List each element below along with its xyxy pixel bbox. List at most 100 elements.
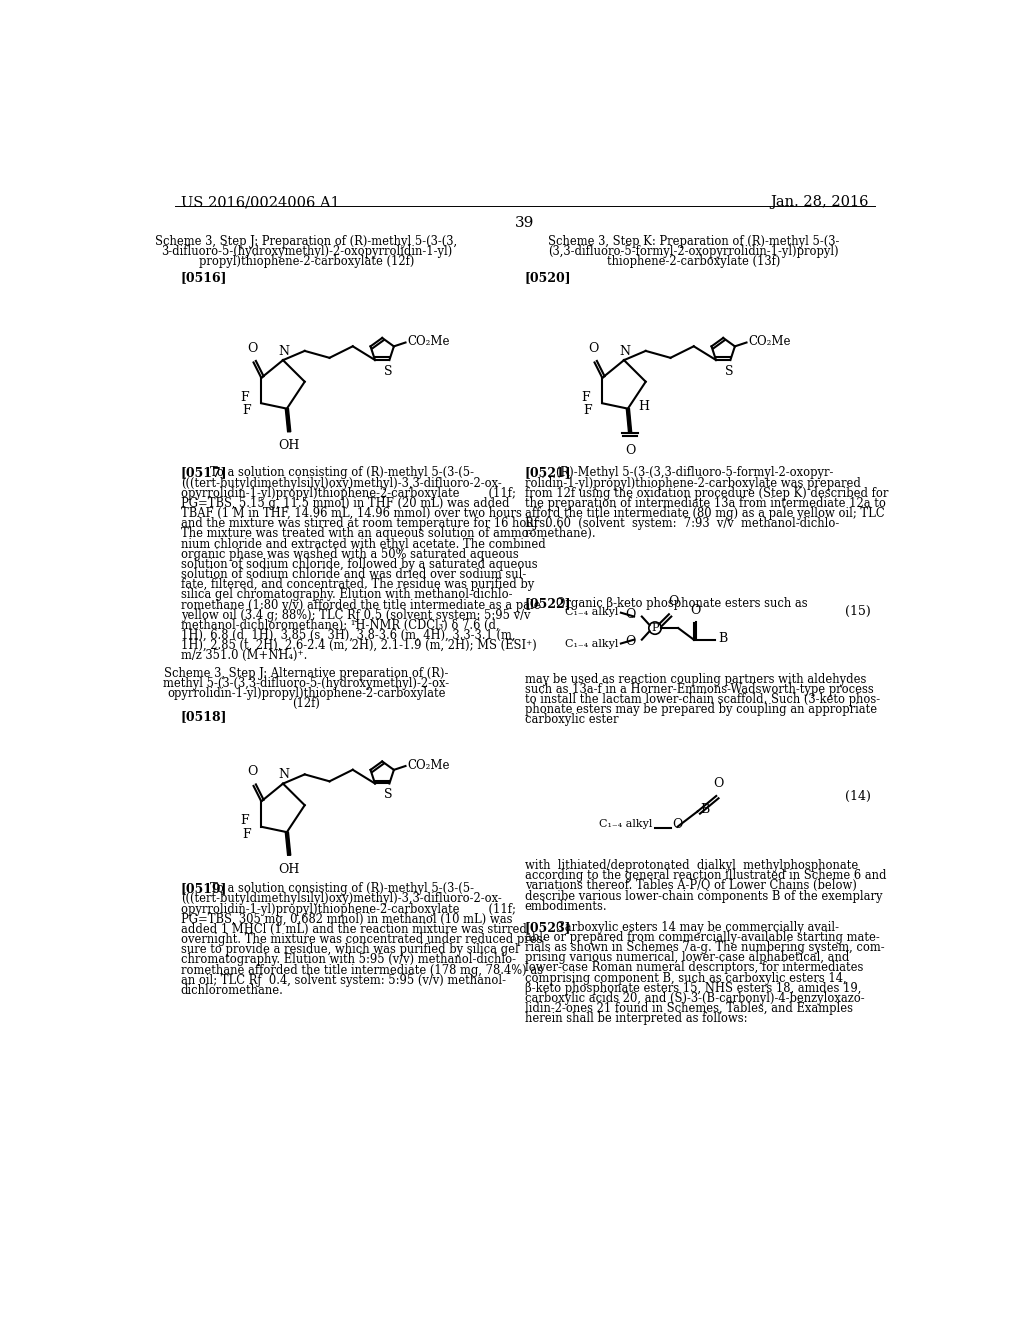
Text: F: F xyxy=(583,404,592,417)
Text: O: O xyxy=(626,635,636,648)
Polygon shape xyxy=(286,832,291,855)
Text: B: B xyxy=(700,804,710,816)
Text: F: F xyxy=(242,404,251,417)
Text: describe various lower-chain components B of the exemplary: describe various lower-chain components … xyxy=(524,890,883,903)
Text: CO₂Me: CO₂Me xyxy=(408,759,450,772)
Text: Rƒ  0.60  (solvent  system:  7:93  v/v  methanol-dichlo-: Rƒ 0.60 (solvent system: 7:93 v/v methan… xyxy=(524,517,839,531)
Text: Scheme 3, Step J: Preparation of (R)-methyl 5-(3-(3,: Scheme 3, Step J: Preparation of (R)-met… xyxy=(156,235,458,248)
Text: to install the lactam lower-chain scaffold. Such (3-keto phos-: to install the lactam lower-chain scaffo… xyxy=(524,693,880,706)
Text: N: N xyxy=(279,345,289,358)
Text: lidin-2-ones 21 found in Schemes, Tables, and Examples: lidin-2-ones 21 found in Schemes, Tables… xyxy=(524,1002,853,1015)
Text: S: S xyxy=(384,364,392,378)
Text: O: O xyxy=(248,342,258,355)
Polygon shape xyxy=(286,409,291,432)
Text: dichloromethane.: dichloromethane. xyxy=(180,983,284,997)
Text: the preparation of intermediate 13a from intermediate 12a to: the preparation of intermediate 13a from… xyxy=(524,496,886,510)
Text: PG=TBS, 5.15 g, 11.5 mmol) in THF (20 mL) was added: PG=TBS, 5.15 g, 11.5 mmol) in THF (20 mL… xyxy=(180,496,509,510)
Text: rolidin-1-yl)propyl)thiophene-2-carboxylate was prepared: rolidin-1-yl)propyl)thiophene-2-carboxyl… xyxy=(524,477,861,490)
Text: O: O xyxy=(690,603,700,616)
Text: according to the general reaction illustrated in Scheme 6 and: according to the general reaction illust… xyxy=(524,870,887,882)
Polygon shape xyxy=(627,409,632,433)
Text: solution of sodium chloride and was dried over sodium sul-: solution of sodium chloride and was drie… xyxy=(180,568,526,581)
Text: O: O xyxy=(672,818,682,832)
Text: romethane afforded the title intermediate (178 mg, 78.4%) as: romethane afforded the title intermediat… xyxy=(180,964,543,977)
Text: US 2016/0024006 A1: US 2016/0024006 A1 xyxy=(180,195,339,210)
Text: 1H), 6.8 (d, 1H), 3.85 (s, 3H), 3.8-3.6 (m, 4H), 3.3-3.1 (m,: 1H), 6.8 (d, 1H), 3.85 (s, 3H), 3.8-3.6 … xyxy=(180,630,515,642)
Text: O: O xyxy=(625,444,635,457)
Text: afford the title intermediate (80 mg) as a pale yellow oil; TLC: afford the title intermediate (80 mg) as… xyxy=(524,507,885,520)
Text: N: N xyxy=(620,345,631,358)
Text: with  lithiated/deprotonated  dialkyl  methylphosphonate: with lithiated/deprotonated dialkyl meth… xyxy=(524,859,858,873)
Text: from 12f using the oxidation procedure (Step K) described for: from 12f using the oxidation procedure (… xyxy=(524,487,888,500)
Text: F: F xyxy=(241,814,249,828)
Text: N: N xyxy=(279,768,289,781)
Text: (12f): (12f) xyxy=(292,697,321,710)
Text: chromatography. Elution with 5:95 (v/v) methanol-dichlo-: chromatography. Elution with 5:95 (v/v) … xyxy=(180,953,516,966)
Text: overnight. The mixture was concentrated under reduced pres-: overnight. The mixture was concentrated … xyxy=(180,933,546,946)
Text: such as 13a-f in a Horner-Emmons-Wadsworth-type process: such as 13a-f in a Horner-Emmons-Wadswor… xyxy=(524,682,873,696)
Text: able or prepared from commercially-available starting mate-: able or prepared from commercially-avail… xyxy=(524,931,880,944)
Text: may be used as reaction coupling partners with aldehydes: may be used as reaction coupling partner… xyxy=(524,673,866,686)
Text: 1H), 2.85 (t, 2H), 2.6-2.4 (m, 2H), 2.1-1.9 (m, 2H); MS (ESI⁺): 1H), 2.85 (t, 2H), 2.6-2.4 (m, 2H), 2.1-… xyxy=(180,639,537,652)
Text: CO₂Me: CO₂Me xyxy=(408,335,450,348)
Text: B: B xyxy=(719,632,728,645)
Text: (3,3-difluoro-5-formyl-2-oxopyrrolidin-1-yl)propyl): (3,3-difluoro-5-formyl-2-oxopyrrolidin-1… xyxy=(549,246,839,259)
Text: 39: 39 xyxy=(515,216,535,230)
Text: and the mixture was stirred at room temperature for 16 hours.: and the mixture was stirred at room temp… xyxy=(180,517,549,531)
Text: an oil; TLC Rƒ  0.4, solvent system: 5:95 (v/v) methanol-: an oil; TLC Rƒ 0.4, solvent system: 5:95… xyxy=(180,974,506,986)
Text: OH: OH xyxy=(279,863,300,876)
Text: yellow oil (3.4 g; 88%); TLC Rƒ 0.5 (solvent system: 5:95 v/v: yellow oil (3.4 g; 88%); TLC Rƒ 0.5 (sol… xyxy=(180,609,530,622)
Text: O: O xyxy=(669,595,679,609)
Text: phonate esters may be prepared by coupling an appropriate: phonate esters may be prepared by coupli… xyxy=(524,704,877,717)
Text: rials as shown in Schemes 7a-g. The numbering system, com-: rials as shown in Schemes 7a-g. The numb… xyxy=(524,941,885,954)
Text: variations thereof. Tables A-P/Q of Lower Chains (below): variations thereof. Tables A-P/Q of Lowe… xyxy=(524,879,857,892)
Text: (15): (15) xyxy=(845,605,870,618)
Text: carboxylic ester: carboxylic ester xyxy=(524,713,618,726)
Text: TBAF (1 Μ in THF, 14.96 mL, 14.96 mmol) over two hours: TBAF (1 Μ in THF, 14.96 mL, 14.96 mmol) … xyxy=(180,507,521,520)
Text: prising various numerical, lower-case alphabetical, and: prising various numerical, lower-case al… xyxy=(524,952,849,964)
Text: (14): (14) xyxy=(845,789,870,803)
Text: nium chloride and extracted with ethyl acetate. The combined: nium chloride and extracted with ethyl a… xyxy=(180,537,546,550)
Text: romethane (1:80 v/v) afforded the title intermediate as a pale: romethane (1:80 v/v) afforded the title … xyxy=(180,598,541,611)
Text: [0519]: [0519] xyxy=(180,882,227,895)
Text: The mixture was treated with an aqueous solution of ammo-: The mixture was treated with an aqueous … xyxy=(180,528,532,540)
Text: Organic β-keto phosphonate esters such as: Organic β-keto phosphonate esters such a… xyxy=(556,597,808,610)
Text: organic phase was washed with a 50% saturated aqueous: organic phase was washed with a 50% satu… xyxy=(180,548,518,561)
Text: methanol-dichloromethane); ¹H-NMR (CDCl₃) δ 7.6 (d,: methanol-dichloromethane); ¹H-NMR (CDCl₃… xyxy=(180,619,500,632)
Text: Scheme 3, Step J: Alternative preparation of (R)-: Scheme 3, Step J: Alternative preparatio… xyxy=(164,667,449,680)
Text: lower-case Roman numeral descriptors, for intermediates: lower-case Roman numeral descriptors, fo… xyxy=(524,961,863,974)
Text: O: O xyxy=(626,607,636,620)
Text: Scheme 3, Step K: Preparation of (R)-methyl 5-(3-: Scheme 3, Step K: Preparation of (R)-met… xyxy=(548,235,840,248)
Text: CO₂Me: CO₂Me xyxy=(749,335,791,348)
Text: Carboxylic esters 14 may be commercially avail-: Carboxylic esters 14 may be commercially… xyxy=(556,921,839,933)
Text: PG=TBS, 305 mg, 0.682 mmol) in methanol (10 mL) was: PG=TBS, 305 mg, 0.682 mmol) in methanol … xyxy=(180,912,512,925)
Text: sure to provide a residue, which was purified by silica gel: sure to provide a residue, which was pur… xyxy=(180,944,518,956)
Text: Jan. 28, 2016: Jan. 28, 2016 xyxy=(770,195,869,210)
Text: (R)-Methyl 5-(3-(3,3-difluoro-5-formyl-2-oxopyr-: (R)-Methyl 5-(3-(3,3-difluoro-5-formyl-2… xyxy=(556,466,834,479)
Text: OH: OH xyxy=(279,440,300,453)
Text: H: H xyxy=(639,400,649,413)
Text: silica gel chromatography. Elution with methanol-dichlo-: silica gel chromatography. Elution with … xyxy=(180,589,512,602)
Text: [0518]: [0518] xyxy=(180,710,227,723)
Text: [0517]: [0517] xyxy=(180,466,227,479)
Text: (((tert-butyldimethylsilyl)oxy)methyl)-3,3-difluoro-2-ox-: (((tert-butyldimethylsilyl)oxy)methyl)-3… xyxy=(180,892,502,906)
Text: To a solution consisting of (R)-methyl 5-(3-(5-: To a solution consisting of (R)-methyl 5… xyxy=(210,882,474,895)
Text: O: O xyxy=(714,776,724,789)
Text: S: S xyxy=(384,788,392,801)
Text: C₁₋₄ alkyl: C₁₋₄ alkyl xyxy=(599,820,652,829)
Text: carboxylic acids 20, and (S)-3-(B-carbonyl)-4-benzyloxazo-: carboxylic acids 20, and (S)-3-(B-carbon… xyxy=(524,991,864,1005)
Text: [0516]: [0516] xyxy=(180,272,227,285)
Text: C₁₋₄ alkyl: C₁₋₄ alkyl xyxy=(565,607,618,616)
Text: fate, filtered, and concentrated. The residue was purified by: fate, filtered, and concentrated. The re… xyxy=(180,578,534,591)
Text: added 1 ΜHCl (1 mL) and the reaction mixture was stirred: added 1 ΜHCl (1 mL) and the reaction mix… xyxy=(180,923,526,936)
Text: thiophene-2-carboxylate (13f): thiophene-2-carboxylate (13f) xyxy=(607,256,780,268)
Text: (((tert-butyldimethylsilyl)oxy)methyl)-3,3-difluoro-2-ox-: (((tert-butyldimethylsilyl)oxy)methyl)-3… xyxy=(180,477,502,490)
Text: propyl)thiophene-2-carboxylate (12f): propyl)thiophene-2-carboxylate (12f) xyxy=(199,256,414,268)
Text: C₁₋₄ alkyl: C₁₋₄ alkyl xyxy=(565,639,618,649)
Text: [0523]: [0523] xyxy=(524,921,571,933)
Text: To a solution consisting of (R)-methyl 5-(3-(5-: To a solution consisting of (R)-methyl 5… xyxy=(210,466,474,479)
Text: comprising component B, such as carboxylic esters 14,: comprising component B, such as carboxyl… xyxy=(524,972,847,985)
Text: opyrrolidin-1-yl)propyl)thiophene-2-carboxylate: opyrrolidin-1-yl)propyl)thiophene-2-carb… xyxy=(167,686,445,700)
Text: P: P xyxy=(651,623,658,634)
Text: m/z 351.0 (M+NH₄)⁺.: m/z 351.0 (M+NH₄)⁺. xyxy=(180,649,307,663)
